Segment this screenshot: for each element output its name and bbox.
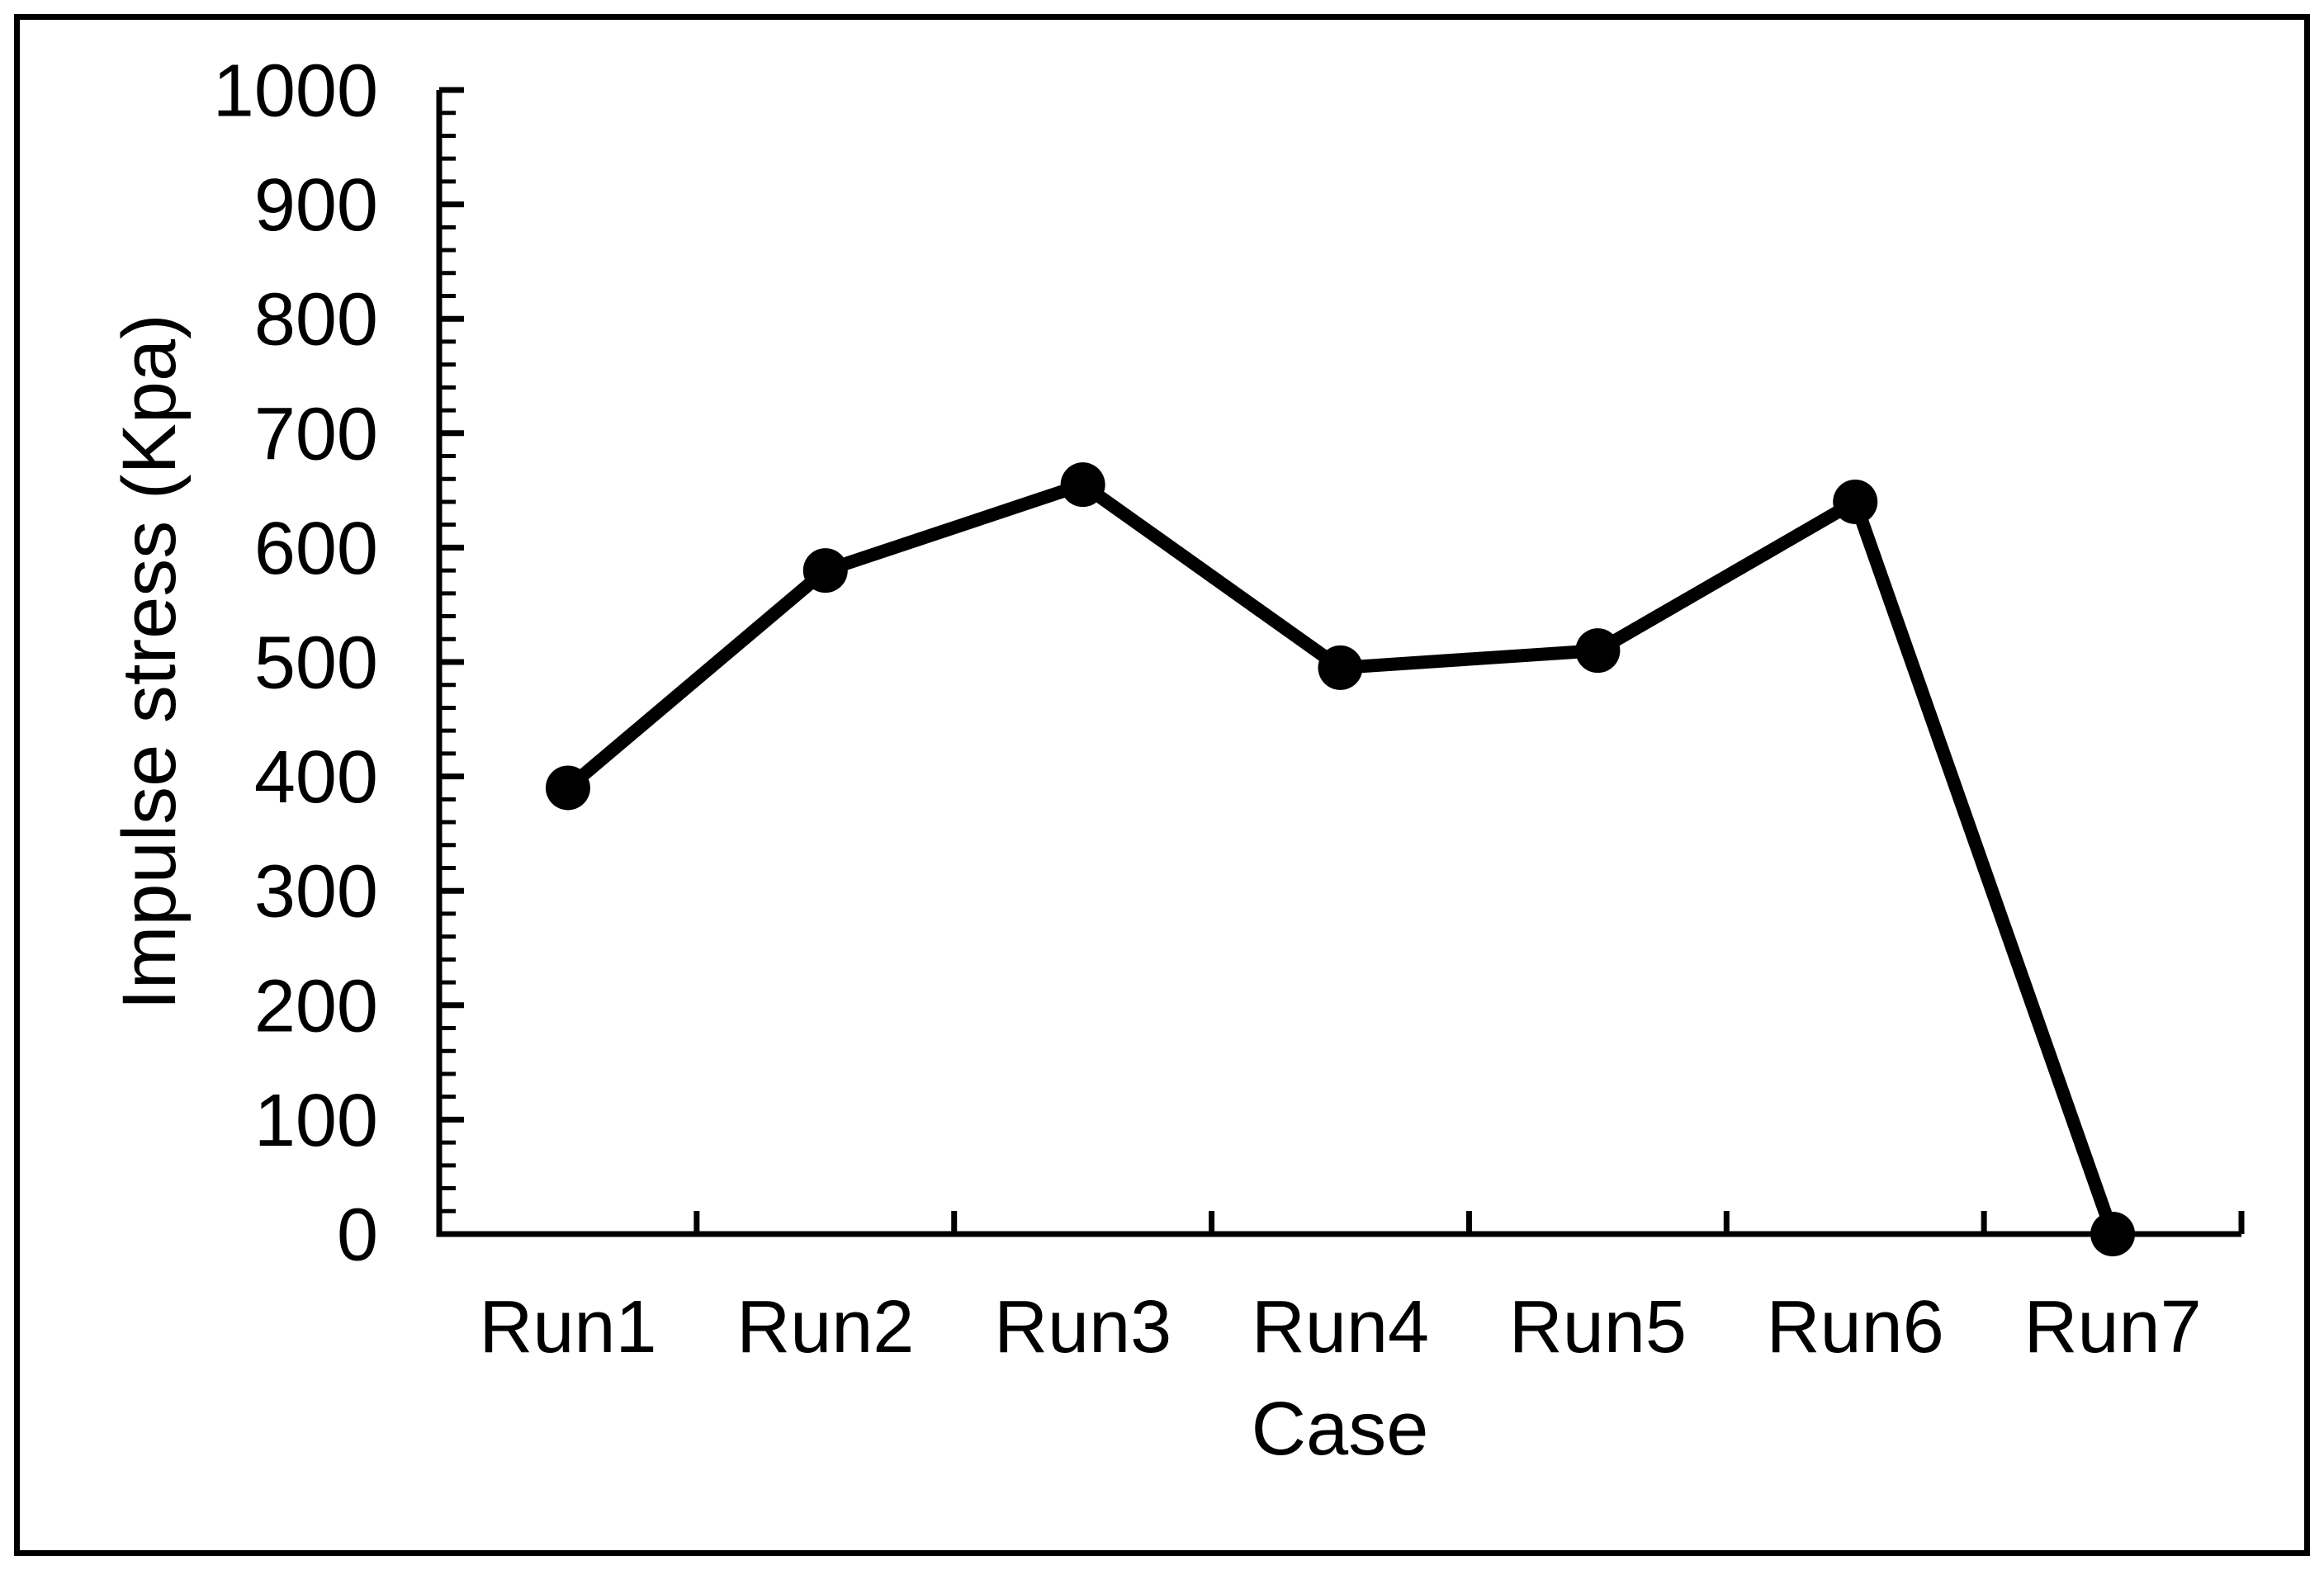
x-tick-label: Run3 [994,1286,1171,1369]
y-tick-label: 900 [254,164,378,247]
y-axis: 0 100 200 300 400 500 600 700 800 900 1000 [213,50,464,1277]
y-tick-label: 500 [254,622,378,705]
x-axis: Run1 Run2 Run3 Run4 Run5 Run6 Run7 [436,1211,2245,1369]
y-tick-label: 200 [254,965,378,1047]
data-point-run6 [1833,479,1878,524]
x-tick-label: Run5 [1509,1286,1687,1369]
y-tick-label: 600 [254,508,378,590]
y-tick-label: 300 [254,851,378,934]
data-point-run4 [1318,645,1363,690]
data-point-run3 [1060,462,1105,508]
x-tick-label: Run1 [479,1286,656,1369]
series-line [561,478,2120,1241]
y-tick-label: 400 [254,736,378,819]
x-tick-label: Run4 [1252,1286,1429,1369]
y-tick-label: 800 [254,279,378,362]
y-tick-label: 700 [254,393,378,475]
x-tick-label: Run2 [736,1286,914,1369]
axis-lines [436,90,2241,1237]
y-tick-label: 0 [337,1194,378,1277]
data-series [545,462,2136,1256]
y-tick-label: 100 [254,1080,378,1162]
data-point-run7 [2090,1212,2136,1256]
data-point-run1 [545,765,590,811]
x-tick-label: Run6 [1767,1286,1944,1369]
data-point-run2 [802,548,848,593]
y-axis-title: Impulse stress (Kpa) [107,314,192,1010]
x-axis-title: Case [1252,1387,1429,1471]
axis-line [436,90,2241,1237]
data-point-run5 [1575,628,1621,674]
y-tick-label: 1000 [213,50,378,133]
x-tick-label: Run7 [2023,1286,2201,1369]
